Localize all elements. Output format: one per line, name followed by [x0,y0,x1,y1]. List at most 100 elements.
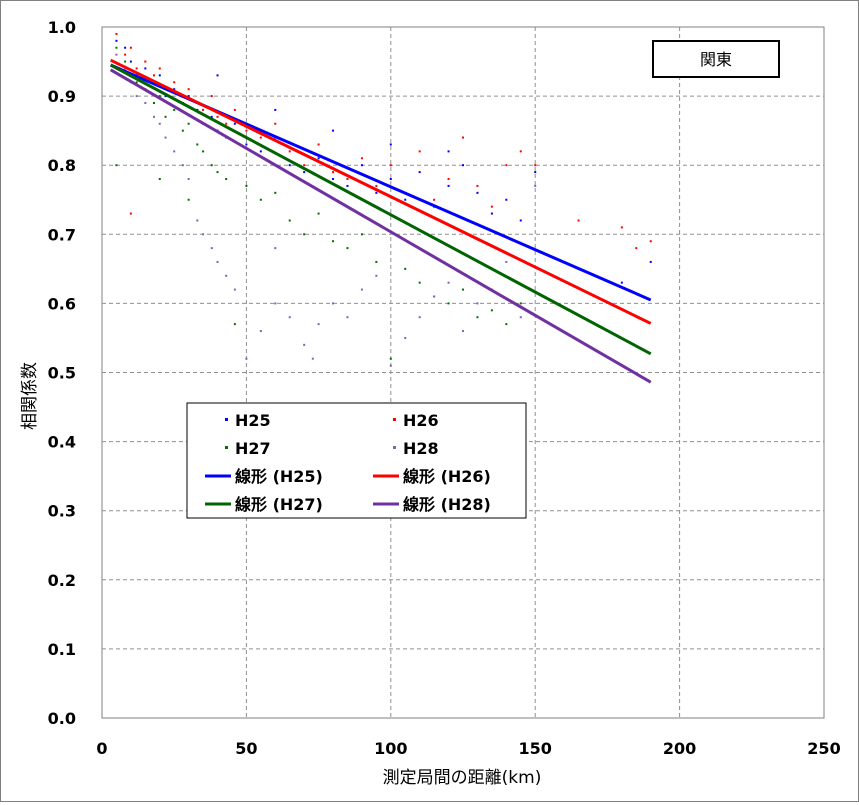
scatter-point-h27 [317,212,320,215]
scatter-point-h25 [332,129,335,132]
y-tick-label: 0.2 [48,571,76,590]
y-tick-label: 0.6 [48,294,76,313]
scatter-point-h28 [187,178,190,181]
legend-label: H27 [235,439,271,458]
scatter-point-h26 [577,219,580,222]
scatter-point-h25 [164,95,167,98]
scatter-point-h27 [158,95,161,98]
x-tick-labels: 0 50 100 150 200 250 [96,739,840,758]
scatter-point-h25 [187,95,190,98]
scatter-point-h28 [534,184,537,187]
scatter-point-h25 [447,184,450,187]
scatter-point-h28 [210,247,213,250]
scatter-point-h27 [216,171,219,174]
scatter-point-h27 [332,240,335,243]
scatter-point-h28 [233,288,236,291]
scatter-point-h26 [505,164,508,167]
y-tick-label: 0.0 [48,709,76,728]
scatter-point-h25 [129,60,132,63]
scatter-point-h26 [233,108,236,111]
x-tick-label: 50 [235,739,257,758]
legend-label: 線形 (H27) [235,495,323,514]
scatter-point-h28 [196,219,199,222]
scatter-point-h26 [129,212,132,215]
scatter-point-h25 [418,171,421,174]
scatter-point-h27 [187,122,190,125]
scatter-point-h26 [187,88,190,91]
scatter-point-h28 [476,302,479,305]
legend-label: H28 [403,439,439,458]
scatter-point-h26 [152,74,155,77]
scatter-point-h27 [233,323,236,326]
scatter-point-h25 [346,184,349,187]
scatter-point-h26 [173,81,176,84]
scatter-point-h28 [303,343,306,346]
scatter-point-h28 [274,247,277,250]
scatter-point-h27 [476,316,479,319]
scatter-point-h28 [225,274,228,277]
scatter-point-h25 [447,150,450,153]
scatter-point-h25 [144,67,147,70]
scatter-point-h28 [389,364,392,367]
scatter-point-h26 [490,205,493,208]
y-tick-labels: 0.0 0.1 0.2 0.3 0.4 0.5 0.6 0.7 0.8 0.9 1.0 [48,18,76,728]
scatter-point-h25 [389,143,392,146]
legend-marker [225,446,228,449]
scatter-point-h26 [360,157,363,160]
scatter-point-h26 [144,60,147,63]
scatter-point-h25 [490,212,493,215]
scatter-point-h25 [404,198,407,201]
scatter-point-h25 [210,115,213,118]
legend-marker [393,446,396,449]
scatter-point-h27 [505,323,508,326]
legend-marker [393,418,396,421]
scatter-point-h27 [360,233,363,236]
scatter-point-h28 [173,150,176,153]
scatter-point-h28 [447,281,450,284]
scatter-point-h26 [303,164,306,167]
legend-box [186,402,527,519]
scatter-point-h28 [164,136,167,139]
trend-lines [109,58,652,384]
scatter-point-h27 [389,357,392,360]
y-tick-label: 0.9 [48,87,76,106]
scatter-point-h28 [158,122,161,125]
y-tick-label: 0.5 [48,364,76,383]
y-tick-label: 0.3 [48,502,76,521]
legend-marker [225,418,228,421]
scatter-point-h26 [129,46,132,49]
scatter-point-h25 [620,281,623,284]
scatter-point-h28 [418,316,421,319]
x-tick-label: 100 [374,739,407,758]
legend-label: 線形 (H28) [403,495,491,514]
scatter-point-h27 [181,129,184,132]
scatter-point-h26 [389,164,392,167]
scatter-point-h27 [124,60,127,63]
y-axis-title: 相関係数 [20,362,40,430]
scatter-point-h27 [418,281,421,284]
scatter-point-h25 [317,157,320,160]
scatter-point-h27 [115,46,118,49]
scatter-point-h28 [152,115,155,118]
scatter-point-h26 [317,143,320,146]
scatter-point-h25 [259,150,262,153]
legend-label: 線形 (H26) [403,467,491,486]
scatter-point-h26 [332,171,335,174]
scatter-point-h25 [274,108,277,111]
x-tick-label: 150 [518,739,551,758]
scatter-point-h26 [346,178,349,181]
scatter-point-h28 [274,302,277,305]
x-tick-label: 250 [807,739,840,758]
trend-line [109,63,652,356]
legend-label: H26 [403,411,439,430]
x-tick-label: 200 [663,739,696,758]
scatter-point-h25 [519,219,522,222]
scatter-point-h25 [389,178,392,181]
scatter-point-h25 [288,164,291,167]
scatter-point-h26 [124,53,127,56]
trend-line [109,68,652,384]
scatter-point-h27 [152,102,155,105]
scatter-point-h26 [259,136,262,139]
